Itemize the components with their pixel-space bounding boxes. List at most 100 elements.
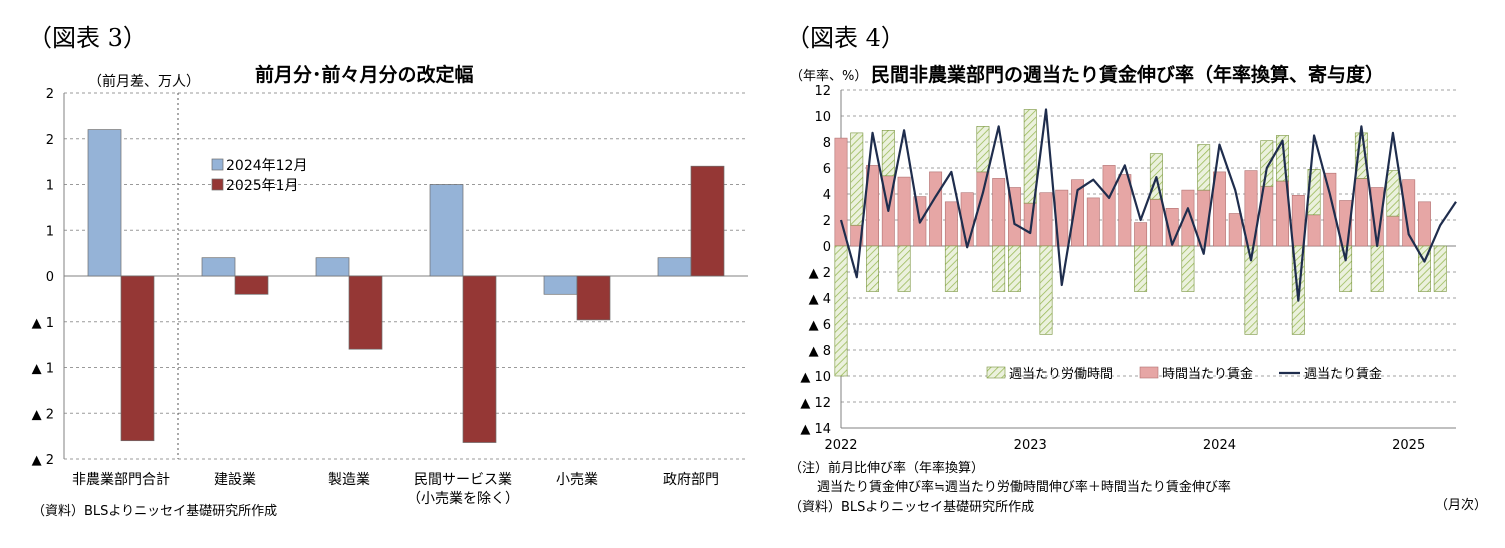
bar-weekly-hours <box>976 126 990 173</box>
bar-dec2024 <box>429 184 464 277</box>
bar-hourly-wage <box>1418 201 1431 247</box>
y-tick-label: ▲ 8 <box>809 344 831 359</box>
y-tick-label: ▲ 12 <box>800 396 831 411</box>
bar-weekly-hours <box>1339 245 1353 292</box>
y-tick-label: 6 <box>823 162 831 177</box>
bar-weekly-hours <box>1023 109 1037 204</box>
x-tick-label: 2024 <box>1203 438 1236 453</box>
bar-weekly-hours <box>1244 245 1258 335</box>
bar-hourly-wage <box>1039 192 1053 247</box>
bar-hourly-wage <box>929 171 943 247</box>
bar-hourly-wage <box>1197 189 1211 247</box>
bar-hourly-wage <box>1354 178 1368 247</box>
bar-hourly-wage <box>976 171 990 247</box>
bar-hourly-wage <box>1213 171 1226 247</box>
figure4-title: 民間非農業部門の週当たり賃金伸び率（年率換算、寄与度） <box>871 64 1385 86</box>
bar-jan2025 <box>690 165 725 277</box>
bar-weekly-hours <box>1008 245 1021 292</box>
legend-label: 2024年12月 <box>226 158 307 174</box>
category-sublabel: （小売業を除く） <box>407 491 519 507</box>
bar-dec2024 <box>657 257 692 277</box>
figure4-note-2: 週当たり賃金伸び率≒週当たり労働時間伸び率＋時間当たり賃金伸び率 <box>817 480 1231 495</box>
bar-hourly-wage <box>1307 214 1321 247</box>
bar-weekly-hours <box>1370 245 1384 292</box>
bar-hourly-wage <box>1386 215 1400 247</box>
bar-hourly-wage <box>992 178 1006 247</box>
bar-hourly-wage <box>1102 165 1116 247</box>
category-label: 小売業 <box>556 472 598 488</box>
bar-weekly-hours <box>1418 245 1431 292</box>
bar-hourly-wage <box>944 201 958 247</box>
y-tick-label: 12 <box>814 84 831 99</box>
bar-hourly-wage <box>1134 222 1148 247</box>
y-tick-label: ▲ 6 <box>809 318 831 333</box>
bar-hourly-wage <box>834 137 848 247</box>
bar-weekly-hours <box>944 245 958 292</box>
bar-weekly-hours <box>1433 245 1447 292</box>
legend-label: 週当たり労働時間 <box>1009 367 1113 382</box>
bar-hourly-wage <box>960 192 974 247</box>
y-tick-label: 4 <box>823 188 831 203</box>
bar-hourly-wage <box>1008 187 1021 247</box>
bar-jan2025 <box>462 275 497 443</box>
bar-hourly-wage <box>1023 202 1037 247</box>
bar-hourly-wage <box>1165 208 1179 247</box>
category-label: 政府部門 <box>663 472 719 488</box>
legend-swatch-wage <box>1139 366 1159 379</box>
category-label: 非農業部門合計 <box>72 472 170 488</box>
x-tick-label: 2025 <box>1392 438 1425 453</box>
bar-hourly-wage <box>1149 198 1163 247</box>
y-tick-label: ▲ 2 <box>32 407 54 422</box>
legend-swatch <box>211 178 224 191</box>
bar-hourly-wage <box>1291 195 1305 247</box>
bar-weekly-hours <box>1354 132 1368 179</box>
bar-dec2024 <box>315 257 350 277</box>
bar-hourly-wage <box>897 176 911 247</box>
bar-jan2025 <box>576 275 611 321</box>
figure3-label: （図表 3） <box>28 24 147 52</box>
figure4-note-1: （注）前月比伸び率（年率換算） <box>789 461 985 476</box>
bar-hourly-wage <box>1055 189 1069 247</box>
bar-hourly-wage <box>1118 174 1132 247</box>
bar-hourly-wage <box>866 165 879 247</box>
bar-weekly-hours <box>881 130 895 177</box>
bar-weekly-hours <box>897 245 911 292</box>
category-label: 製造業 <box>328 472 370 488</box>
bar-hourly-wage <box>1276 180 1289 247</box>
y-tick-label: ▲ 1 <box>32 362 54 377</box>
bar-weekly-hours <box>1307 169 1321 216</box>
bar-hourly-wage <box>1402 179 1416 247</box>
bar-hourly-wage <box>913 196 927 247</box>
y-tick-label: 2 <box>823 214 831 229</box>
bar-weekly-hours <box>1149 153 1163 200</box>
legend-label: 週当たり賃金 <box>1304 366 1382 382</box>
y-tick-label: ▲ 10 <box>800 370 831 385</box>
y-tick-label: 0 <box>823 240 831 255</box>
figure4-unit-label: （年率、%） <box>790 69 868 84</box>
bar-weekly-hours <box>1039 245 1053 335</box>
bar-hourly-wage <box>1339 200 1353 247</box>
legend-label: 2025年1月 <box>226 178 299 194</box>
y-tick-label: ▲ 2 <box>32 453 54 468</box>
figure3-unit-label: （前月差、万人） <box>88 74 200 90</box>
bar-hourly-wage <box>1323 172 1337 247</box>
bar-hourly-wage <box>1228 213 1242 247</box>
bar-weekly-hours <box>866 245 879 292</box>
legend-swatch-hours <box>986 366 1006 379</box>
bar-hourly-wage <box>1086 197 1100 247</box>
bar-dec2024 <box>543 275 578 295</box>
bar-weekly-hours <box>1291 245 1305 335</box>
y-tick-label: ▲ 14 <box>800 422 831 437</box>
bar-jan2025 <box>348 275 383 350</box>
bar-hourly-wage <box>1370 187 1384 247</box>
bar-weekly-hours <box>850 132 864 226</box>
legend-label: 時間当たり賃金 <box>1162 366 1253 382</box>
legend-swatch <box>211 158 224 171</box>
figure3-title: 前月分･前々月分の改定幅 <box>255 64 474 86</box>
bar-hourly-wage <box>850 224 864 247</box>
y-tick-label: 1 <box>46 179 54 194</box>
figure4-label: （図表 4） <box>786 24 905 52</box>
bar-weekly-hours <box>1197 144 1211 191</box>
category-label: 建設業 <box>214 472 256 488</box>
bar-weekly-hours <box>834 245 848 377</box>
